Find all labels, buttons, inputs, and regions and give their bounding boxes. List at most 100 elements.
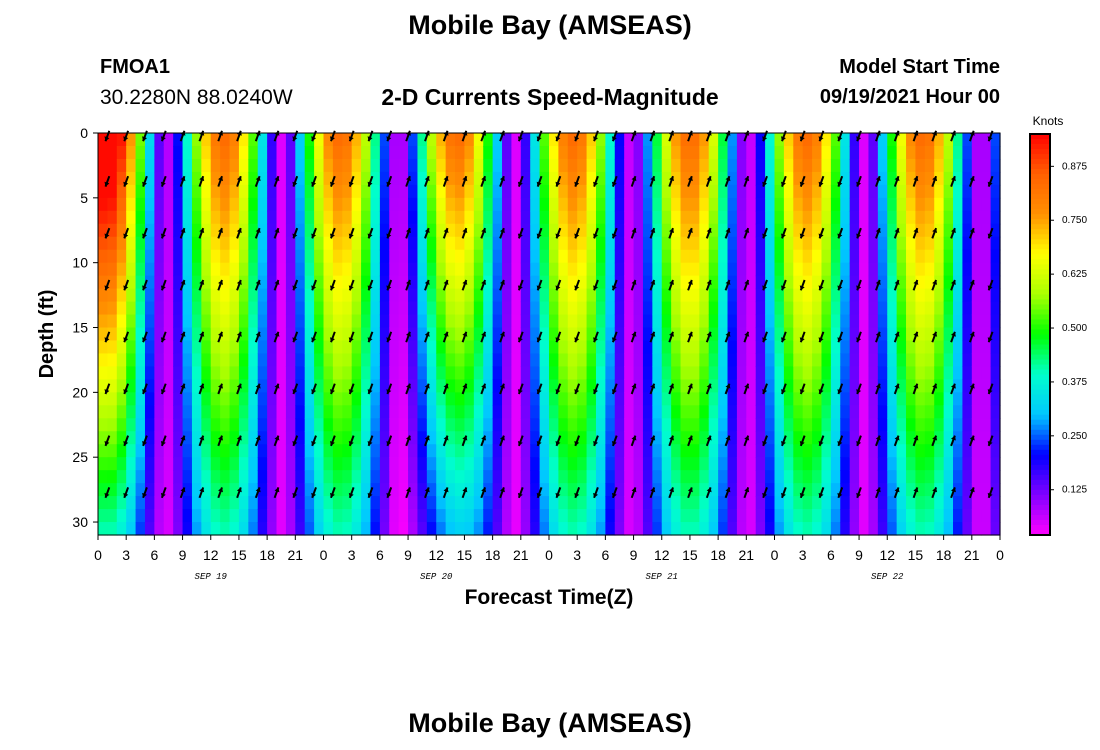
heatmap-cell bbox=[868, 496, 879, 510]
heatmap-cell bbox=[436, 301, 447, 316]
colorbar-segment bbox=[1030, 174, 1050, 180]
current-vector bbox=[630, 435, 637, 447]
heatmap-cell bbox=[455, 457, 466, 471]
heatmap-cell bbox=[971, 509, 982, 523]
heatmap-cell bbox=[445, 340, 456, 355]
current-vector bbox=[875, 383, 881, 395]
heatmap-cell bbox=[671, 509, 682, 523]
heatmap-cell bbox=[849, 158, 860, 173]
heatmap-cell bbox=[699, 366, 710, 380]
heatmap-cell bbox=[436, 184, 447, 199]
current-vector bbox=[311, 487, 317, 499]
heatmap-cell bbox=[577, 444, 588, 458]
heatmap-cell bbox=[934, 210, 945, 225]
heatmap-cell bbox=[182, 249, 193, 264]
heatmap-cell bbox=[492, 314, 503, 329]
heatmap-cell bbox=[332, 171, 343, 186]
heatmap-cell bbox=[126, 496, 137, 510]
heatmap-cell bbox=[727, 158, 738, 173]
heatmap-cell bbox=[633, 288, 644, 303]
heatmap-cell bbox=[859, 275, 870, 290]
heatmap-cell bbox=[323, 418, 334, 432]
heatmap-cell bbox=[182, 197, 193, 212]
heatmap-cell bbox=[642, 171, 653, 186]
heatmap-cell bbox=[408, 133, 419, 147]
heatmap-cell bbox=[285, 184, 296, 199]
heatmap-cell bbox=[567, 392, 578, 406]
heatmap-cell bbox=[699, 379, 710, 393]
heatmap-cell bbox=[455, 158, 466, 173]
heatmap-cell bbox=[934, 418, 945, 432]
heatmap-cell bbox=[689, 327, 700, 342]
heatmap-cell bbox=[163, 392, 174, 406]
heatmap-cell bbox=[530, 418, 541, 432]
heatmap-cell bbox=[859, 353, 870, 368]
heatmap-cell bbox=[718, 483, 729, 497]
heatmap-cell bbox=[417, 145, 428, 160]
heatmap-cell bbox=[859, 470, 870, 484]
colorbar-segment bbox=[1030, 404, 1050, 411]
heatmap-cell bbox=[220, 275, 231, 290]
heatmap-cell bbox=[859, 522, 870, 536]
heatmap-cell bbox=[689, 197, 700, 212]
heatmap-cell bbox=[765, 288, 776, 303]
heatmap-cell bbox=[793, 210, 804, 225]
heatmap-cell bbox=[257, 457, 268, 471]
heatmap-cell bbox=[783, 392, 794, 406]
current-vector bbox=[593, 331, 599, 343]
current-vector bbox=[649, 227, 656, 239]
heatmap-cell bbox=[736, 522, 747, 536]
heatmap-cell bbox=[173, 405, 184, 419]
heatmap-cell bbox=[539, 210, 550, 225]
heatmap-cell bbox=[520, 314, 531, 329]
heatmap-cell bbox=[906, 236, 917, 251]
heatmap-cell bbox=[727, 418, 738, 432]
current-vector bbox=[442, 435, 449, 447]
heatmap-cell bbox=[201, 301, 212, 316]
heatmap-cell bbox=[924, 496, 935, 510]
heatmap-cell bbox=[661, 444, 672, 458]
current-vector bbox=[781, 383, 787, 395]
heatmap-cell bbox=[868, 301, 879, 316]
heatmap-cell bbox=[304, 301, 315, 316]
heatmap-cell bbox=[577, 340, 588, 355]
heatmap-cell bbox=[962, 275, 973, 290]
heatmap-cell bbox=[793, 314, 804, 329]
heatmap-cell bbox=[661, 210, 672, 225]
heatmap-cell bbox=[624, 145, 635, 160]
heatmap-cell bbox=[990, 418, 1001, 432]
heatmap-cell bbox=[464, 327, 475, 342]
colorbar-segment bbox=[1030, 334, 1050, 341]
heatmap-cell bbox=[624, 314, 635, 329]
current-vector bbox=[330, 435, 336, 447]
x-tick-label: 21 bbox=[964, 547, 980, 563]
heatmap-cell bbox=[830, 392, 841, 406]
current-vector bbox=[555, 383, 562, 395]
heatmap-cell bbox=[116, 340, 127, 355]
heatmap-cell bbox=[285, 223, 296, 238]
heatmap-cell bbox=[699, 353, 710, 368]
current-vector bbox=[198, 279, 205, 291]
heatmap-cell bbox=[652, 158, 663, 173]
heatmap-cell bbox=[539, 133, 550, 147]
heatmap-cell bbox=[295, 418, 306, 432]
heatmap-cell bbox=[849, 223, 860, 238]
heatmap-cell bbox=[257, 379, 268, 393]
current-vector bbox=[593, 175, 599, 187]
heatmap-cell bbox=[539, 262, 550, 277]
heatmap-cell bbox=[530, 171, 541, 186]
heatmap-cell bbox=[483, 184, 494, 199]
heatmap-cell bbox=[276, 340, 287, 355]
heatmap-cell bbox=[502, 184, 513, 199]
heatmap-cell bbox=[295, 184, 306, 199]
current-vector bbox=[442, 175, 449, 187]
heatmap-cell bbox=[492, 379, 503, 393]
heatmap-cell bbox=[962, 522, 973, 536]
heatmap-cell bbox=[229, 197, 240, 212]
heatmap-cell bbox=[473, 262, 484, 277]
heatmap-cell bbox=[361, 236, 372, 251]
heatmap-cell bbox=[906, 483, 917, 497]
heatmap-cell bbox=[981, 288, 992, 303]
heatmap-cell bbox=[379, 184, 390, 199]
heatmap-cell bbox=[793, 444, 804, 458]
